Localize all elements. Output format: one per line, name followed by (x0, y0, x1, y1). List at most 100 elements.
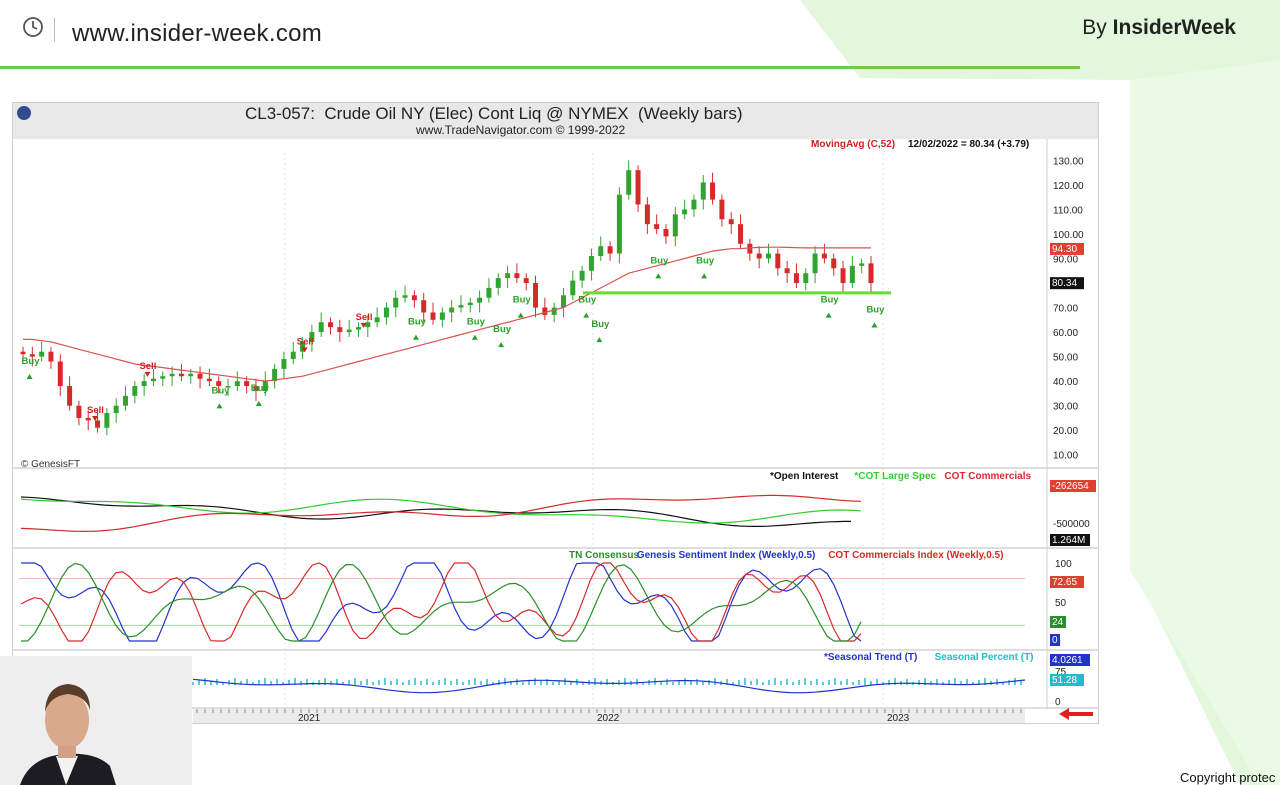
candle (421, 292, 427, 323)
buy-signal-label: Buy (493, 324, 512, 335)
candle (738, 214, 744, 249)
candle-body (523, 278, 529, 284)
candle (756, 246, 762, 269)
candle (337, 319, 343, 342)
candle (85, 410, 91, 431)
candle-body (812, 253, 818, 274)
index-legend-item: COT Commercials Index (Weekly,0.5) (828, 550, 1003, 561)
buy-signal-marker (825, 312, 832, 318)
candle (849, 256, 855, 288)
candle (272, 363, 278, 389)
candle-body (738, 224, 744, 244)
buy-signal-marker (471, 334, 478, 340)
copyright-notice: Copyright protec (1180, 770, 1276, 785)
candle (672, 206, 678, 247)
candle-body (225, 386, 231, 388)
candle-body (486, 287, 492, 298)
candle (588, 248, 594, 281)
candle (262, 371, 268, 396)
candle (803, 268, 809, 291)
buy-signal-marker (596, 337, 603, 343)
buy-signal-label: Buy (696, 255, 715, 266)
candle-body (598, 246, 604, 257)
candle-body (76, 405, 82, 418)
candle-body (374, 317, 380, 323)
candle-body (216, 381, 222, 387)
candle-body (756, 253, 762, 259)
candle-body (20, 351, 26, 355)
candle-body (328, 322, 334, 328)
candle (20, 346, 26, 362)
candle (150, 368, 156, 387)
candle (775, 248, 781, 276)
ma-price-badge: 94.30 (1052, 244, 1077, 255)
buy-signal-label: Buy (251, 383, 270, 394)
last-price-badge: 80.34 (1052, 278, 1077, 289)
buy-signal-marker (216, 403, 223, 409)
scroll-arrow-icon (1059, 708, 1093, 720)
buy-signal-marker (26, 373, 33, 379)
chart-title: CL3-057: Crude Oil NY (Elec) Cont Liq @ … (245, 104, 743, 123)
candle-body (654, 224, 660, 230)
candle-body (840, 268, 846, 284)
candle (290, 341, 296, 364)
candle (700, 175, 706, 210)
app-logo-icon (17, 106, 31, 120)
buy-signal-marker (655, 273, 662, 279)
candle (225, 378, 231, 396)
candle-body (765, 253, 771, 259)
chart-subtitle: www.TradeNavigator.com © 1999-2022 (416, 123, 626, 137)
cot-red-badge: -262654 (1052, 481, 1089, 492)
seasonal-blue-badge: 4.0261 (1052, 655, 1083, 666)
candle-body (542, 307, 548, 315)
candle-body (626, 170, 632, 195)
candle-body (514, 273, 520, 279)
last-price-badge-bg (1050, 277, 1084, 290)
cot-legend-item: COT Commercials (944, 471, 1031, 482)
candle-body (430, 312, 436, 320)
buy-signal-label: Buy (866, 304, 885, 315)
candle-body (234, 381, 240, 387)
candle-body (29, 354, 35, 357)
sell-signal-marker (360, 322, 367, 328)
cot-axis-label: -500000 (1053, 519, 1090, 530)
index-red-badge: 72.65 (1052, 577, 1077, 588)
candle-body (644, 204, 650, 225)
price-tick-label: 100.00 (1053, 230, 1084, 241)
candle-body (700, 182, 706, 200)
candle-body (868, 263, 874, 284)
candle (123, 386, 129, 411)
index-blue-badge: 0 (1052, 635, 1058, 646)
candle (626, 160, 632, 200)
candle (821, 243, 827, 264)
ma-price-badge-bg (1050, 242, 1084, 255)
index-legend-item: Genesis Sentiment Index (Weekly,0.5) (637, 550, 816, 561)
buy-signal-label: Buy (408, 317, 427, 328)
chart-title-bar: CL3-057: Crude Oil NY (Elec) Cont Liq @ … (13, 103, 1098, 139)
candle (95, 410, 101, 433)
index-tick-label: 50 (1055, 598, 1067, 609)
candle-body (458, 305, 464, 308)
candle-body (672, 214, 678, 237)
candle (691, 194, 697, 217)
candle (793, 263, 799, 288)
price-tick-label: 110.00 (1053, 205, 1083, 216)
candle-body (318, 322, 324, 333)
x-axis-label: 2022 (597, 713, 620, 723)
price-tick-label: 30.00 (1053, 402, 1078, 413)
candle (206, 368, 212, 387)
buy-signal-label: Buy (591, 319, 610, 330)
index-green-badge: 24 (1052, 617, 1064, 628)
cot-red-badge-bg (1050, 480, 1096, 492)
candle (383, 302, 389, 325)
candle-body (365, 322, 371, 328)
buy-signal-marker (583, 312, 590, 318)
candle-body (588, 256, 594, 271)
buy-signal-label: Buy (578, 295, 597, 306)
moving-avg-label: MovingAvg (C,52) (811, 139, 895, 150)
site-url[interactable]: www.insider-week.com (72, 20, 323, 47)
candle (234, 371, 240, 391)
candle-body (132, 386, 138, 396)
candle-body (821, 253, 827, 259)
